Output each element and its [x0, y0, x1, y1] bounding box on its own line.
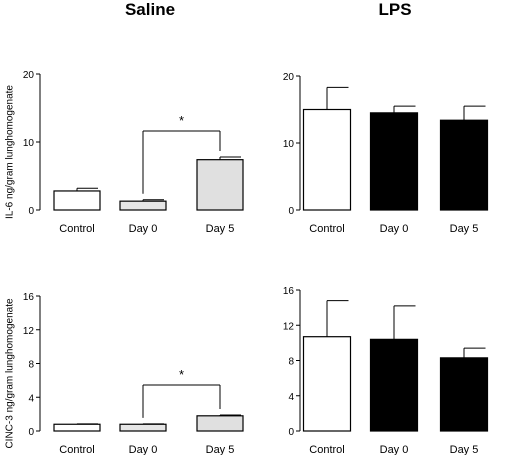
- bar-control: [302, 108, 352, 211]
- x-category-label: Day 5: [450, 223, 479, 235]
- y-tick-label: 0: [28, 206, 34, 217]
- x-category-label: Control: [309, 223, 344, 235]
- y-tick-label: 4: [288, 392, 294, 403]
- il6-lps-chart: 0 10 20 Control Day 0 Day 5: [283, 72, 489, 235]
- lps-column-title: LPS: [378, 0, 412, 19]
- y-axis-label: CINC-3 ng/gram lunghomogenate: [5, 298, 16, 449]
- x-category-label: Day 5: [450, 444, 479, 455]
- y-tick-label: 0: [288, 427, 294, 438]
- bar-control: [53, 423, 101, 432]
- y-tick-label: 20: [23, 70, 35, 81]
- y-tick-label: 0: [288, 206, 294, 217]
- x-category-label: Day 5: [206, 223, 235, 235]
- y-tick-label: 10: [283, 139, 295, 150]
- bar-day-0: [119, 200, 167, 211]
- x-category-label: Day 0: [380, 223, 409, 235]
- bar-day-0: [119, 423, 167, 432]
- x-category-label: Control: [59, 444, 94, 455]
- x-category-label: Day 0: [129, 223, 158, 235]
- saline-column-title: Saline: [124, 0, 176, 19]
- bar-control: [53, 190, 101, 211]
- cinc3-saline-chart: 0 4 8 12 16 CINC-3 ng/gram lunghomogenate Cont…: [5, 292, 244, 455]
- cinc3-lps-chart: 0 4 8 12 16 Control Day 0 Day 5: [283, 286, 489, 455]
- x-category-label: Day 0: [380, 444, 409, 455]
- bar-day-5: [439, 357, 489, 432]
- y-axis-label: IL-6 ng/gram lunghomogenate: [5, 85, 16, 219]
- y-tick-label: 16: [23, 292, 35, 303]
- significance-asterisk: *: [179, 367, 184, 382]
- y-tick-label: 12: [283, 321, 295, 332]
- x-category-label: Control: [309, 444, 344, 455]
- x-category-label: Day 0: [129, 444, 158, 455]
- y-tick-label: 8: [28, 360, 34, 371]
- bar-day-5: [196, 159, 244, 211]
- y-tick-label: 10: [23, 138, 35, 149]
- il6-saline-chart: 0 10 20 IL-6 ng/gram lunghomogenate Control D…: [5, 70, 244, 235]
- bar-day-5: [196, 415, 244, 432]
- bar-day-5: [439, 119, 489, 211]
- y-tick-label: 20: [283, 72, 295, 83]
- y-tick-label: 8: [288, 357, 294, 368]
- x-category-label: Day 5: [206, 444, 235, 455]
- y-tick-label: 4: [28, 393, 34, 404]
- x-category-label: Control: [59, 223, 94, 235]
- y-tick-label: 16: [283, 286, 295, 297]
- bar-day-0: [369, 338, 419, 432]
- significance-asterisk: *: [179, 113, 184, 128]
- y-tick-label: 0: [28, 427, 34, 438]
- bar-day-0: [369, 112, 419, 211]
- bar-control: [302, 336, 352, 432]
- y-tick-label: 12: [23, 326, 35, 337]
